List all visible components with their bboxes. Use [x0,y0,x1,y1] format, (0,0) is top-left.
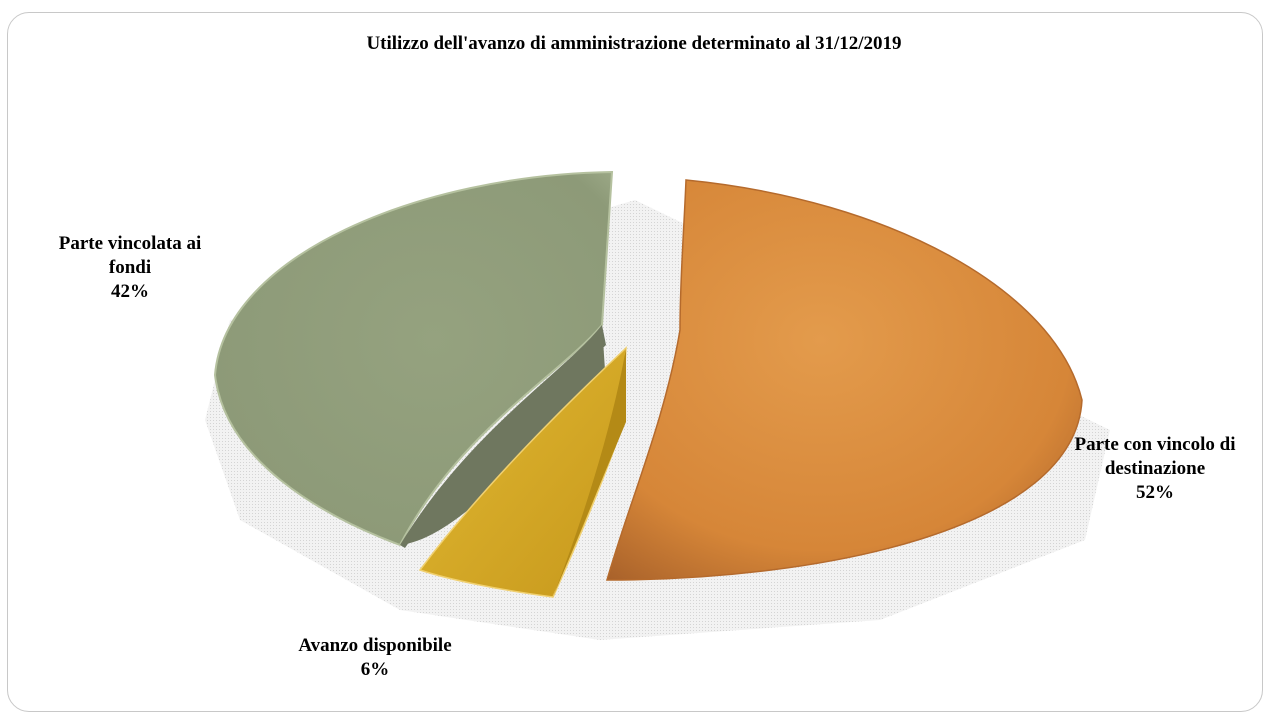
slice-edge-parte-vincolata [400,325,606,545]
label-percent: 52% [1136,482,1174,503]
chart-title: Utilizzo dell'avanzo di amministrazione … [366,33,902,54]
label-line: Parte con vincolo di [1074,434,1236,455]
slice-avanzo-disponibile [418,346,627,598]
label-avanzo-disponibile: Avanzo disponibile 6% [250,634,500,682]
label-line: Avanzo disponibile [298,635,452,656]
slice-parte-vincolata-ai-fondi [213,170,614,547]
label-parte-con-vincolo: Parte con vincolo di destinazione 52% [1040,433,1268,505]
label-line: destinazione [1104,458,1206,479]
label-line: Parte vincolata ai [58,233,202,254]
label-line: fondi [108,257,152,278]
slice-parte-con-vincolo [606,179,1083,581]
label-parte-vincolata: Parte vincolata ai fondi 42% [20,232,240,304]
label-percent: 42% [111,281,149,302]
label-percent: 6% [360,659,390,680]
